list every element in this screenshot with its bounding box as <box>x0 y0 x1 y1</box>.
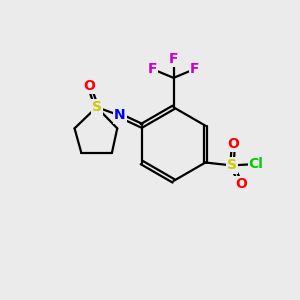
Text: O: O <box>227 137 239 151</box>
Text: F: F <box>190 62 200 76</box>
Text: F: F <box>169 52 178 66</box>
Text: Cl: Cl <box>249 157 263 171</box>
Text: O: O <box>83 79 95 93</box>
Text: S: S <box>227 158 237 172</box>
Text: F: F <box>148 62 157 76</box>
Text: S: S <box>92 100 102 114</box>
Text: O: O <box>235 177 247 191</box>
Text: N: N <box>114 108 125 122</box>
